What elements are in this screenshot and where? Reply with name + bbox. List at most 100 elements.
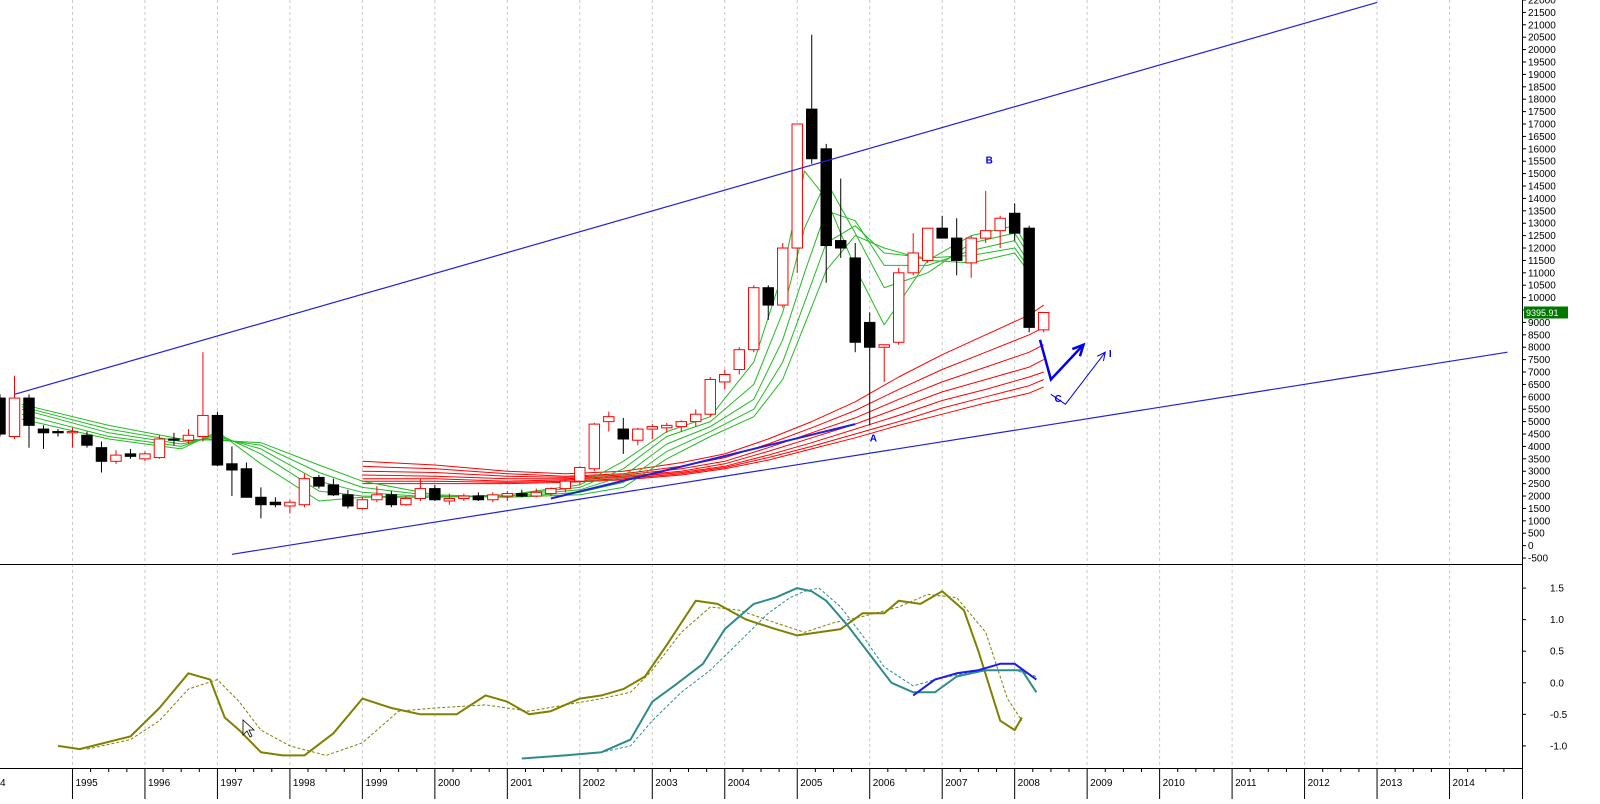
candle-body: [762, 287, 774, 306]
price-panel: B A C I: [0, 1, 1508, 555]
candle-body: [777, 247, 789, 306]
candle-body: [559, 480, 572, 490]
candle-body: [52, 431, 64, 434]
annotation-label: C: [1055, 394, 1062, 405]
candle-body: [675, 421, 687, 428]
candle-body: [588, 423, 601, 470]
green-ma-line-2: [21, 180, 1030, 498]
ytick-label-price: 6500: [1528, 380, 1551, 391]
candle-body: [545, 488, 557, 495]
indicator-line-4: [565, 587, 1037, 756]
candle-body: [8, 397, 21, 438]
ytick-label-price: 6000: [1528, 392, 1551, 403]
candle-body: [197, 414, 209, 438]
ytick-label-indicator: 0.0: [1550, 678, 1564, 689]
candle-body: [269, 501, 282, 506]
candle-body: [806, 108, 818, 160]
xtick-label-2014: 2014: [1453, 778, 1476, 789]
ytick-label-price: 16000: [1528, 144, 1556, 155]
xtick-label-2000: 2000: [438, 778, 461, 789]
candle-body: [733, 349, 745, 371]
candle-body: [892, 272, 905, 343]
projection-arrowhead-1: [1071, 342, 1086, 357]
ytick-label-price: 9000: [1528, 318, 1551, 329]
candle-body: [110, 454, 122, 462]
ytick-label-price: 0: [1528, 541, 1534, 552]
ytick-label-price: 14500: [1528, 182, 1556, 193]
xtick-label-1999: 1999: [365, 778, 388, 789]
red-ma-line-3: [362, 344, 1044, 478]
ytick-label-price: 20000: [1528, 45, 1556, 56]
ytick-label-price: 19500: [1528, 58, 1556, 69]
ytick-label-price: 7000: [1528, 368, 1551, 379]
ytick-label-price: 2500: [1528, 479, 1551, 490]
last-value-label: 9395.91: [1526, 308, 1559, 318]
red-ma-line-5: [362, 371, 1044, 482]
red-ma-line-7: [362, 386, 1044, 485]
green-ma-line-3: [21, 210, 1030, 498]
candle-body: [284, 501, 296, 507]
ytick-label-price: 4500: [1528, 430, 1551, 441]
candle-body: [472, 495, 485, 501]
candle-body: [950, 237, 963, 261]
candle-body: [661, 424, 673, 429]
green-ma-line-5: [21, 235, 1030, 498]
ytick-label-price: 14000: [1528, 194, 1556, 205]
ytick-label-price: 11500: [1528, 256, 1556, 267]
candle-body: [820, 148, 832, 247]
candle-body: [994, 217, 1006, 232]
ytick-label-price: 17500: [1528, 107, 1556, 118]
ytick-label-price: 13000: [1528, 219, 1556, 230]
candle-body: [979, 230, 992, 239]
xtick-label-2010: 2010: [1163, 778, 1186, 789]
xtick-label-2002: 2002: [583, 778, 606, 789]
candle-body: [530, 491, 543, 497]
ytick-label-price: 11000: [1528, 268, 1556, 279]
ytick-label-indicator: 1.5: [1550, 584, 1564, 595]
candle-body: [385, 494, 398, 506]
indicator-line-3: [521, 587, 1038, 760]
candle-body: [835, 240, 847, 249]
candle-body: [748, 287, 760, 351]
candle-body: [501, 493, 514, 497]
ytick-label-price: 18500: [1528, 82, 1556, 93]
ytick-label-price: 3000: [1528, 467, 1551, 478]
red-ma-line-4: [362, 359, 1044, 480]
ytick-label-price: 21000: [1528, 20, 1556, 31]
xtick-label-2009: 2009: [1090, 778, 1113, 789]
candle-body: [37, 428, 50, 434]
candle-body: [0, 397, 6, 435]
ytick-label-price: 1500: [1528, 504, 1551, 515]
ytick-label-price: 3500: [1528, 454, 1551, 465]
ytick-label-price: 16500: [1528, 132, 1556, 143]
candle-body: [878, 344, 890, 348]
ytick-label-price: 5500: [1528, 405, 1551, 416]
candle-body: [255, 496, 267, 506]
red-ma-line-1: [362, 304, 1044, 475]
indicator-panel: [57, 587, 1038, 760]
annotation-label: B: [986, 156, 993, 167]
xtick-label-2001: 2001: [510, 778, 533, 789]
candle-body: [226, 463, 238, 471]
xtick-label-1996: 1996: [148, 778, 171, 789]
candle-body: [153, 438, 166, 459]
ytick-label-indicator: 1.0: [1550, 615, 1564, 626]
annotation-label: I: [1109, 349, 1112, 360]
candle-body: [168, 438, 180, 441]
ytick-label-price: 20500: [1528, 33, 1556, 44]
candle-body: [907, 252, 919, 274]
candle-body: [646, 426, 659, 430]
candle-body: [574, 467, 586, 482]
ytick-label-price: 22000: [1528, 0, 1556, 7]
indicator-line-1: [57, 590, 1023, 757]
candle-body: [704, 378, 716, 415]
ytick-label-price: 19000: [1528, 70, 1556, 81]
ytick-label-price: 8000: [1528, 343, 1551, 354]
ytick-label-price: 12000: [1528, 244, 1556, 255]
candle-body: [400, 498, 412, 506]
ytick-label-price: 12500: [1528, 231, 1556, 242]
axes: 1995 1996 1997 1998 1999 2000 2001 2002 2003 2004…: [0, 0, 1568, 799]
candle-body: [182, 434, 195, 441]
candle-body: [690, 413, 702, 423]
